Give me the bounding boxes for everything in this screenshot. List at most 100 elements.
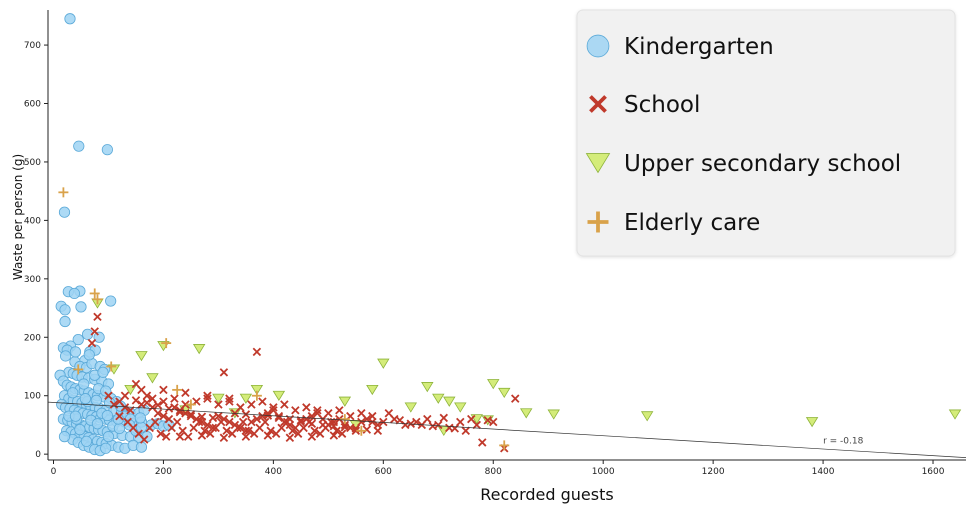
school-point — [252, 347, 262, 357]
school-point — [324, 409, 333, 418]
legend-marker — [586, 34, 610, 58]
legend-item-upper-secondary: Upper secondary school — [585, 151, 901, 177]
school-point — [329, 421, 339, 431]
school-point — [307, 419, 317, 429]
legend: Kindergarten School Upper secondary school… — [576, 9, 956, 257]
school-point — [318, 420, 328, 430]
upper-secondary-point — [338, 396, 352, 407]
school-point — [280, 400, 289, 409]
kindergarten-point — [72, 334, 84, 346]
x-tick-label: 1600 — [922, 467, 945, 477]
school-point — [203, 420, 212, 430]
upper-secondary-point — [805, 417, 819, 428]
legend-box — [576, 9, 956, 257]
school-point — [236, 423, 245, 433]
school-point — [351, 426, 361, 436]
school-point — [450, 424, 460, 433]
upper-secondary-point — [272, 390, 286, 401]
school-point — [137, 400, 146, 409]
upper-secondary-point — [432, 393, 445, 404]
school-point — [332, 426, 341, 436]
school-point — [109, 400, 119, 409]
school-point — [302, 403, 311, 412]
upper-secondary-point — [948, 409, 962, 420]
school-point — [478, 438, 487, 447]
elderly-care-point — [92, 294, 103, 305]
elderly-care-point — [251, 390, 262, 401]
school-point — [126, 406, 135, 415]
kindergarten-point — [586, 34, 610, 58]
x-tick-label: 1400 — [812, 467, 835, 477]
school-point — [373, 426, 383, 436]
upper-secondary-point — [487, 379, 500, 390]
school-point — [337, 429, 347, 438]
school-point — [164, 414, 174, 424]
kindergarten-point — [101, 144, 113, 156]
school-point — [203, 394, 212, 403]
school-point — [384, 409, 394, 418]
kindergarten-point — [74, 424, 86, 436]
x-tick-label: 800 — [485, 467, 502, 477]
school-point — [362, 425, 372, 434]
school-point — [274, 413, 284, 423]
upper-secondary-point — [212, 393, 225, 404]
legend-label: Elderly care — [624, 210, 760, 236]
kindergarten-point — [79, 393, 91, 405]
elderly-care-point — [185, 399, 196, 410]
kindergarten-point — [97, 366, 109, 378]
school-point — [181, 400, 190, 409]
kindergarten-point — [93, 331, 105, 343]
upper-secondary-point — [366, 384, 379, 396]
elderly-care-point — [339, 414, 350, 425]
school-point — [219, 433, 229, 443]
legend-marker — [589, 95, 607, 113]
school-point — [379, 417, 388, 427]
elderly-care-point — [73, 364, 84, 375]
school-point — [156, 429, 165, 438]
school-point — [511, 394, 520, 403]
school-point — [340, 420, 350, 430]
school-point — [131, 396, 141, 405]
upper-secondary-point — [404, 402, 418, 413]
school-point — [216, 417, 226, 427]
legend-label: School — [624, 92, 700, 118]
kindergarten-point — [134, 412, 146, 424]
elderly-care-point — [58, 187, 69, 198]
elderly-care-point — [106, 361, 117, 372]
x-tick-label: 1200 — [702, 467, 725, 477]
y-tick-label: 500 — [24, 158, 41, 168]
kindergarten-point — [78, 378, 90, 390]
school-point — [395, 416, 405, 425]
school-point — [439, 413, 449, 423]
school-point — [258, 397, 267, 406]
school-point — [489, 417, 498, 427]
trendline — [47, 401, 966, 459]
school-point — [238, 417, 248, 427]
school-point — [208, 423, 218, 433]
upper-secondary-point — [421, 382, 434, 393]
upper-secondary-point — [239, 393, 253, 404]
school-point — [329, 431, 339, 440]
legend-item-school: School — [589, 92, 700, 118]
school-point — [142, 391, 152, 400]
school-point — [214, 411, 223, 421]
school-point — [280, 417, 289, 427]
y-tick-label: 700 — [24, 41, 41, 51]
upper-secondary-point — [377, 358, 390, 369]
elderly-care-point — [172, 384, 183, 395]
school-point — [263, 431, 273, 440]
upper-secondary-point — [192, 344, 206, 355]
kindergarten-point — [113, 422, 126, 435]
school-point — [200, 426, 209, 436]
kindergarten-point — [102, 431, 115, 443]
school-point — [247, 417, 256, 427]
school-point — [159, 411, 168, 421]
school-point — [296, 417, 306, 427]
school-point — [159, 385, 168, 395]
school-point — [170, 394, 179, 403]
y-tick-label: 200 — [24, 333, 41, 343]
school-point — [219, 368, 229, 377]
school-point — [241, 432, 251, 441]
school-point — [87, 338, 97, 348]
